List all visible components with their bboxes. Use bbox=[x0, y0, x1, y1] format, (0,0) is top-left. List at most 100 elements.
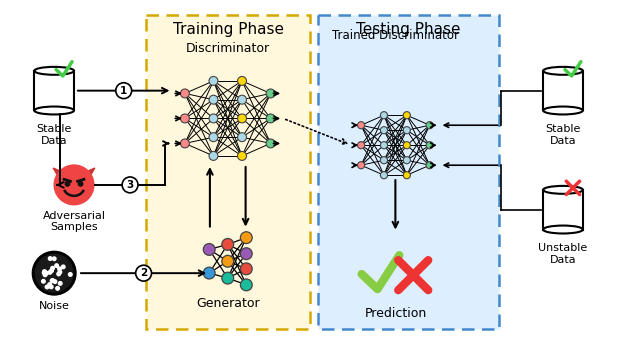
Text: 3: 3 bbox=[127, 180, 134, 190]
Ellipse shape bbox=[543, 67, 583, 75]
Text: Training Phase: Training Phase bbox=[173, 22, 284, 37]
Circle shape bbox=[180, 139, 189, 148]
Circle shape bbox=[426, 142, 433, 149]
Polygon shape bbox=[53, 168, 71, 183]
Circle shape bbox=[266, 89, 275, 98]
Circle shape bbox=[237, 114, 246, 123]
Circle shape bbox=[48, 283, 51, 286]
Text: Noise: Noise bbox=[39, 301, 70, 311]
Circle shape bbox=[358, 122, 365, 129]
Circle shape bbox=[78, 182, 83, 186]
Circle shape bbox=[58, 281, 62, 285]
Text: Trained Discriminator: Trained Discriminator bbox=[332, 29, 459, 42]
Circle shape bbox=[33, 251, 76, 295]
Circle shape bbox=[51, 266, 54, 270]
Circle shape bbox=[204, 267, 215, 279]
Ellipse shape bbox=[35, 67, 74, 75]
Circle shape bbox=[42, 279, 45, 283]
Circle shape bbox=[45, 285, 49, 289]
Circle shape bbox=[204, 244, 215, 255]
Text: Prediction: Prediction bbox=[364, 307, 426, 320]
Text: 1: 1 bbox=[120, 86, 127, 96]
Circle shape bbox=[241, 263, 252, 275]
Circle shape bbox=[266, 114, 275, 123]
Circle shape bbox=[237, 152, 246, 160]
Circle shape bbox=[380, 127, 388, 134]
Circle shape bbox=[426, 162, 433, 169]
Circle shape bbox=[49, 257, 52, 260]
Text: Unstable
Data: Unstable Data bbox=[538, 244, 588, 265]
Circle shape bbox=[44, 273, 47, 277]
Circle shape bbox=[358, 162, 365, 169]
Circle shape bbox=[57, 272, 61, 276]
Circle shape bbox=[403, 127, 410, 134]
Circle shape bbox=[358, 142, 365, 149]
Circle shape bbox=[56, 287, 60, 290]
Circle shape bbox=[222, 272, 234, 284]
Text: Testing Phase: Testing Phase bbox=[356, 22, 461, 37]
Circle shape bbox=[65, 182, 70, 186]
Circle shape bbox=[403, 157, 410, 164]
Bar bbox=[543, 71, 583, 110]
Ellipse shape bbox=[543, 226, 583, 234]
Text: Discriminator: Discriminator bbox=[186, 42, 270, 55]
Ellipse shape bbox=[543, 106, 583, 115]
Circle shape bbox=[222, 255, 234, 267]
Circle shape bbox=[58, 267, 61, 271]
Circle shape bbox=[237, 95, 246, 104]
Circle shape bbox=[54, 165, 94, 205]
Circle shape bbox=[237, 133, 246, 142]
Circle shape bbox=[403, 111, 410, 119]
Text: Adversarial
Samples: Adversarial Samples bbox=[42, 211, 106, 232]
Circle shape bbox=[68, 273, 72, 276]
Circle shape bbox=[50, 269, 53, 273]
Circle shape bbox=[136, 265, 152, 281]
Circle shape bbox=[241, 232, 252, 244]
Text: Generator: Generator bbox=[196, 298, 260, 311]
Circle shape bbox=[380, 157, 388, 164]
Circle shape bbox=[380, 142, 388, 149]
Text: Stable
Data: Stable Data bbox=[36, 124, 72, 146]
Circle shape bbox=[180, 89, 189, 98]
Text: Stable
Data: Stable Data bbox=[545, 124, 580, 146]
Circle shape bbox=[209, 152, 218, 160]
Circle shape bbox=[241, 248, 252, 260]
Bar bbox=[543, 190, 583, 229]
Circle shape bbox=[403, 172, 410, 179]
Ellipse shape bbox=[543, 186, 583, 194]
Circle shape bbox=[209, 77, 218, 86]
Circle shape bbox=[209, 114, 218, 123]
Circle shape bbox=[51, 279, 54, 282]
Circle shape bbox=[237, 77, 246, 86]
Polygon shape bbox=[77, 168, 95, 183]
Circle shape bbox=[35, 254, 73, 292]
Circle shape bbox=[48, 271, 52, 274]
Circle shape bbox=[426, 122, 433, 129]
Circle shape bbox=[209, 133, 218, 142]
Circle shape bbox=[209, 95, 218, 104]
Circle shape bbox=[122, 177, 138, 193]
Circle shape bbox=[42, 271, 46, 275]
Circle shape bbox=[380, 172, 388, 179]
Circle shape bbox=[49, 285, 53, 289]
FancyBboxPatch shape bbox=[147, 15, 310, 329]
Circle shape bbox=[43, 270, 46, 273]
Circle shape bbox=[53, 280, 57, 284]
Circle shape bbox=[266, 139, 275, 148]
Text: 2: 2 bbox=[140, 268, 147, 278]
Circle shape bbox=[241, 279, 252, 291]
Circle shape bbox=[52, 257, 56, 261]
Circle shape bbox=[55, 264, 58, 267]
FancyBboxPatch shape bbox=[318, 15, 499, 329]
Bar bbox=[35, 71, 74, 110]
Circle shape bbox=[380, 111, 388, 119]
Circle shape bbox=[180, 114, 189, 123]
Circle shape bbox=[222, 238, 234, 250]
Circle shape bbox=[116, 83, 132, 98]
Ellipse shape bbox=[35, 106, 74, 115]
Circle shape bbox=[51, 279, 54, 282]
Circle shape bbox=[61, 265, 65, 269]
Circle shape bbox=[45, 271, 48, 275]
Circle shape bbox=[403, 142, 410, 149]
Circle shape bbox=[58, 270, 61, 274]
